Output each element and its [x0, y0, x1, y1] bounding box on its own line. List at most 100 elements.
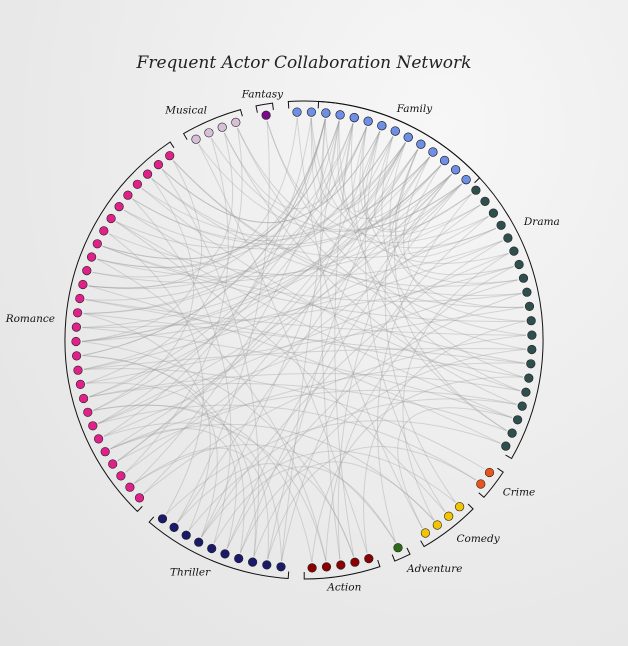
node-drama-15 — [496, 220, 506, 230]
edge-75 — [96, 258, 327, 562]
node-romance-80 — [153, 160, 163, 170]
node-musical-83 — [204, 128, 214, 138]
edge-105 — [115, 142, 406, 249]
edge-64 — [88, 285, 501, 444]
edge-66 — [98, 404, 477, 481]
node-thriller-52 — [169, 522, 179, 533]
edge-107 — [141, 156, 430, 237]
node-comedy-37 — [420, 528, 431, 538]
edge-6 — [334, 123, 355, 557]
edge-112 — [88, 142, 406, 290]
edge-79 — [161, 168, 260, 557]
group-label-adventure: Adventure — [406, 563, 462, 575]
edges-layer — [81, 118, 526, 562]
node-family-96 — [416, 139, 426, 149]
node-action-42 — [321, 562, 332, 572]
edge-141 — [201, 450, 456, 538]
node-crime-33 — [476, 479, 486, 489]
edge-124 — [89, 383, 507, 432]
edge-23 — [81, 173, 453, 342]
edge-85 — [177, 121, 270, 523]
node-drama-24 — [527, 344, 537, 355]
node-drama-16 — [503, 233, 513, 243]
edge-110 — [310, 118, 354, 204]
node-drama-27 — [521, 387, 531, 397]
edge-117 — [81, 240, 503, 342]
edge-125 — [102, 120, 340, 260]
node-comedy-35 — [444, 511, 454, 521]
edge-142 — [239, 461, 435, 553]
edge-102 — [92, 118, 298, 278]
edge-83 — [201, 131, 381, 538]
edge-104 — [102, 120, 340, 260]
node-romance-74 — [99, 226, 109, 236]
node-thriller-50 — [194, 537, 204, 547]
edge-29 — [125, 204, 481, 473]
node-family-100 — [461, 175, 471, 185]
edge-148 — [110, 428, 237, 549]
edge-119 — [172, 160, 522, 296]
node-family-88 — [306, 107, 317, 117]
edge-11 — [161, 131, 381, 224]
edge-137 — [83, 313, 525, 364]
edge-0 — [98, 118, 326, 424]
edge-33 — [407, 173, 497, 258]
edge-109 — [198, 144, 463, 233]
edge-21 — [364, 131, 442, 222]
node-family-90 — [335, 110, 345, 120]
edge-136 — [266, 120, 526, 336]
edge-94 — [86, 128, 243, 384]
edge-40 — [362, 126, 518, 284]
edge-92 — [93, 178, 195, 411]
edge-28 — [266, 120, 481, 237]
edge-73 — [81, 341, 355, 557]
edge-76 — [93, 404, 313, 562]
node-family-93 — [377, 121, 387, 131]
node-family-94 — [390, 126, 400, 136]
edge-60 — [82, 327, 513, 419]
node-drama-14 — [488, 208, 499, 218]
edge-121 — [83, 348, 526, 370]
edge-51 — [253, 348, 526, 557]
node-romance-75 — [106, 213, 116, 224]
edge-78 — [134, 447, 269, 560]
edge-24 — [210, 137, 463, 231]
edge-133 — [98, 252, 509, 424]
edge-26 — [92, 193, 472, 284]
edge-7 — [97, 123, 354, 269]
edge-55 — [381, 136, 524, 378]
node-drama-29 — [512, 415, 523, 425]
edge-128 — [117, 149, 419, 462]
group-label-family: Family — [396, 103, 434, 115]
group-label-comedy: Comedy — [457, 533, 501, 545]
node-drama-28 — [517, 401, 527, 411]
node-family-95 — [403, 132, 413, 142]
edge-32 — [151, 178, 497, 259]
group-label-fantasy: Fantasy — [241, 89, 284, 101]
node-musical-85 — [231, 117, 241, 127]
edge-49 — [85, 299, 526, 336]
node-drama-18 — [514, 259, 524, 270]
edge-103 — [97, 118, 326, 268]
edge-84 — [83, 313, 211, 531]
edge-57 — [141, 188, 521, 392]
node-thriller-48 — [220, 549, 230, 559]
node-thriller-49 — [207, 543, 217, 554]
edge-113 — [388, 156, 452, 232]
node-family-97 — [428, 147, 438, 157]
edge-58 — [188, 398, 517, 531]
edge-62 — [350, 123, 507, 432]
edge-81 — [226, 173, 452, 549]
edge-135 — [389, 142, 524, 308]
node-romance-60 — [88, 421, 98, 431]
edge-20 — [337, 165, 442, 560]
node-comedy-34 — [455, 502, 465, 512]
node-romance-70 — [78, 279, 88, 290]
edge-70 — [296, 118, 423, 529]
edge-80 — [82, 355, 245, 553]
node-romance-68 — [72, 308, 83, 318]
group-label-musical: Musical — [164, 105, 207, 117]
bracket-action — [303, 559, 381, 580]
edge-3 — [320, 118, 340, 203]
node-family-91 — [349, 112, 359, 123]
